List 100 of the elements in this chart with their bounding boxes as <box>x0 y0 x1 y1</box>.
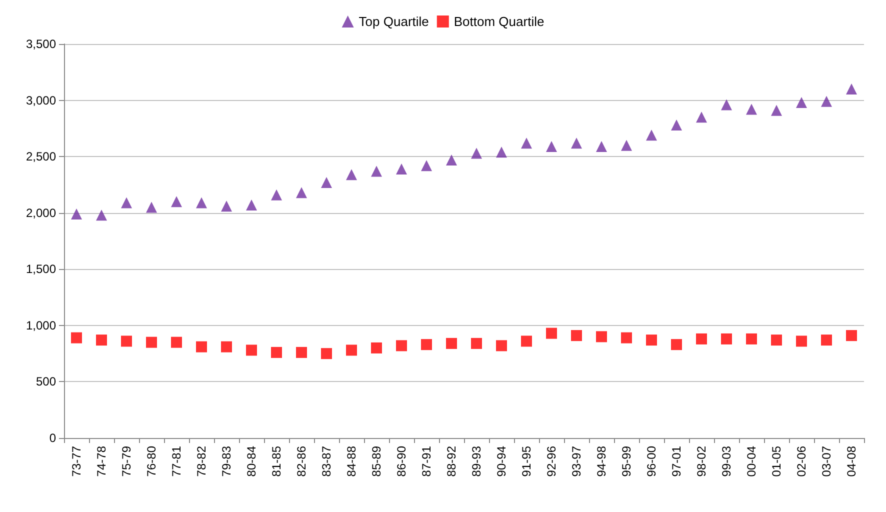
point <box>371 342 382 354</box>
point <box>121 336 132 347</box>
point <box>596 140 607 152</box>
point <box>546 328 557 339</box>
point <box>571 330 582 342</box>
point <box>546 140 557 152</box>
x-tick-label: 96-00 <box>644 446 658 477</box>
point <box>71 208 82 220</box>
y-tick-label: 0 <box>49 431 56 445</box>
point <box>446 338 457 349</box>
x-tick-label: 86-90 <box>394 446 408 477</box>
point <box>521 138 532 149</box>
point <box>846 330 857 342</box>
x-tick-label: 02-06 <box>794 446 808 477</box>
point <box>346 169 357 180</box>
point <box>271 346 282 358</box>
x-tick-label: 91-95 <box>520 446 534 477</box>
point <box>621 140 632 151</box>
point <box>846 84 857 95</box>
point <box>496 340 507 352</box>
x-tick-label: 94-98 <box>594 446 608 477</box>
point <box>396 163 407 174</box>
point <box>671 120 682 131</box>
x-tick-label: 99-03 <box>720 446 734 477</box>
x-tick-label: 90-94 <box>494 446 508 477</box>
point <box>671 339 682 350</box>
point <box>121 197 132 208</box>
point <box>471 338 482 349</box>
x-tick-label: 87-91 <box>420 446 434 477</box>
point <box>196 341 207 352</box>
x-tick-label: 73-77 <box>70 446 84 477</box>
point <box>296 187 307 198</box>
point <box>96 334 107 346</box>
y-tick-label: 3,500 <box>26 37 56 51</box>
x-tick-label: 83-87 <box>320 446 334 477</box>
x-tick-label: 01-05 <box>770 446 784 477</box>
x-tick-label: 98-02 <box>694 446 708 477</box>
point <box>646 130 657 141</box>
point <box>646 334 657 346</box>
y-tick-label: 2,000 <box>26 206 56 220</box>
point <box>346 344 357 356</box>
x-tick-label: 84-88 <box>344 446 358 477</box>
point <box>696 112 707 123</box>
point <box>146 336 157 348</box>
point <box>71 332 82 344</box>
point <box>721 333 732 344</box>
point <box>521 336 532 347</box>
point <box>696 333 707 344</box>
point <box>421 160 432 172</box>
point <box>371 166 382 177</box>
point <box>246 344 257 356</box>
x-tick-label: 77-81 <box>170 446 184 477</box>
x-tick-label: 04-08 <box>844 446 858 477</box>
x-tick-label: 81-85 <box>270 446 284 477</box>
y-tick-label: 2,500 <box>26 150 56 164</box>
point <box>771 104 782 116</box>
x-tick-label: 85-89 <box>370 446 384 477</box>
x-tick-label: 89-93 <box>470 446 484 477</box>
point <box>221 341 232 352</box>
x-tick-label: 79-83 <box>220 446 234 477</box>
point <box>246 199 257 210</box>
point <box>171 336 182 348</box>
point <box>196 197 207 208</box>
x-tick-label: 92-96 <box>544 446 558 477</box>
x-tick-label: 00-04 <box>744 446 758 477</box>
x-tick-label: 88-92 <box>444 446 458 477</box>
y-tick-label: 3,000 <box>26 93 56 108</box>
point <box>396 340 407 352</box>
point <box>821 96 832 107</box>
point <box>771 334 782 346</box>
point <box>146 202 157 213</box>
x-tick-label: 03-07 <box>820 446 834 477</box>
x-tick-label: 74-78 <box>94 446 108 477</box>
point <box>571 138 582 149</box>
x-tick-label: 80-84 <box>244 446 258 477</box>
point <box>496 146 507 158</box>
point <box>596 331 607 342</box>
point <box>421 339 432 350</box>
x-tick-label: 93-97 <box>570 446 584 477</box>
point <box>746 104 757 115</box>
point <box>96 210 107 221</box>
x-tick-label: 78-82 <box>194 446 208 477</box>
point <box>471 148 482 159</box>
point <box>721 99 732 110</box>
point <box>796 97 807 108</box>
x-tick-label: 82-86 <box>294 446 308 477</box>
point <box>171 196 182 208</box>
point <box>746 333 757 344</box>
x-tick-label: 95-99 <box>620 446 634 477</box>
legend-label: Bottom Quartile <box>454 14 544 29</box>
point <box>821 334 832 346</box>
x-tick-label: 76-80 <box>144 446 158 477</box>
point <box>446 154 457 166</box>
legend-label: Top Quartile <box>358 14 429 29</box>
point <box>321 176 332 188</box>
point <box>221 200 232 212</box>
point <box>796 336 807 347</box>
x-tick-label: 97-01 <box>670 446 684 477</box>
y-tick-label: 1,000 <box>26 318 56 332</box>
point <box>271 189 282 200</box>
